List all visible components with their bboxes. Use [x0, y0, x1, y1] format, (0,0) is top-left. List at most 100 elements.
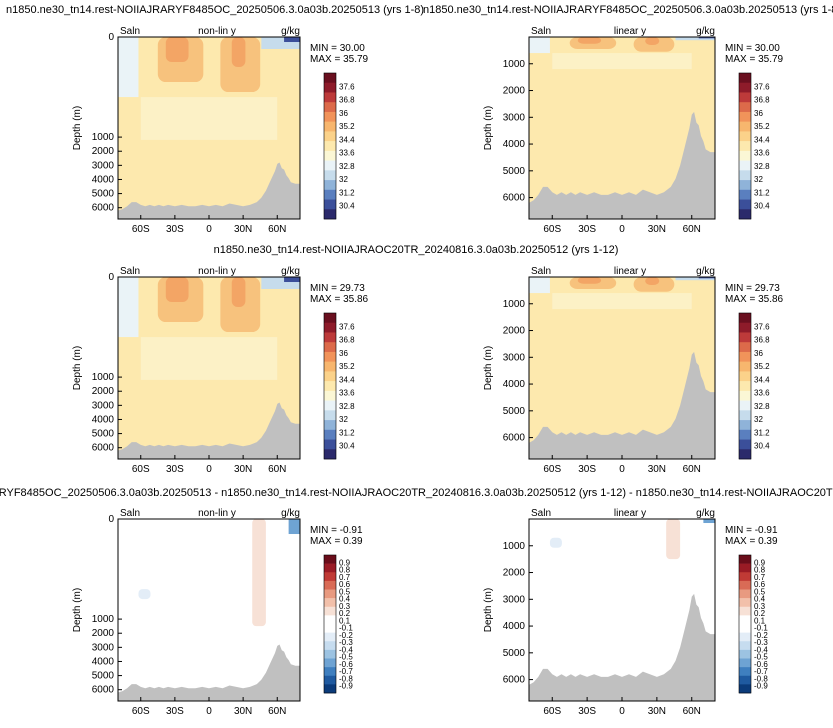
x-tick-label: 30N — [234, 706, 252, 717]
colorbar-label: 0.1 — [339, 616, 351, 625]
colorbar-cell — [324, 449, 336, 460]
colorbar-cell — [324, 589, 336, 599]
colorbar-cell — [324, 606, 336, 616]
colorbar-cell — [324, 632, 336, 642]
x-tick-label: 60N — [268, 224, 286, 235]
colorbar-label: 0.3 — [339, 602, 351, 611]
colorbar-cell — [324, 313, 336, 324]
colorbar-cell — [324, 121, 336, 132]
colorbar-label: 30.4 — [754, 442, 770, 451]
diff-positive — [666, 519, 681, 560]
colorbar-label: 36.8 — [754, 336, 770, 345]
y-tick-label: 6000 — [503, 675, 526, 686]
colorbar-cell — [739, 555, 751, 564]
colorbar-label: 0.9 — [339, 558, 351, 567]
y-tick-label: 2000 — [503, 86, 526, 97]
colorbar-cell — [739, 632, 751, 642]
colorbar-cell — [324, 170, 336, 181]
y-tick-label: 1000 — [92, 372, 115, 383]
colorbar-cell — [324, 624, 336, 633]
y-axis-label: Depth (m) — [72, 346, 83, 390]
colorbar-cell — [739, 667, 751, 677]
x-tick-label: 0 — [206, 464, 212, 475]
row1-title-right: n1850.ne30_tn14.rest-NOIIAJRARYF8485OC_2… — [423, 4, 833, 16]
field-p1 — [118, 37, 300, 219]
colorbar-label: -0.5 — [339, 653, 353, 662]
colorbar-cell — [324, 580, 336, 590]
colorbar-cell — [739, 563, 751, 573]
colorbar-label: -0.2 — [754, 631, 768, 640]
colorbar-cell — [739, 371, 751, 382]
colorbar-cell — [324, 209, 336, 220]
yscale-label: linear y — [614, 508, 646, 519]
colorbar-label: -0.7 — [339, 667, 353, 676]
row3-title: ARYF8485OC_20250506.3.0a03b.20250513 - n… — [0, 487, 833, 499]
y-tick-label: 6000 — [92, 685, 115, 696]
colorbar-label: -0.6 — [754, 660, 768, 669]
colorbar-label: 0.7 — [339, 573, 351, 582]
colorbar-cell — [324, 342, 336, 353]
colorbar-label: 36.8 — [339, 96, 355, 105]
y-tick-label: 6000 — [92, 203, 115, 214]
x-tick-label: 0 — [206, 224, 212, 235]
colorbar-cell — [739, 160, 751, 171]
colorbar-cell — [739, 410, 751, 421]
colorbar-label: -0.5 — [754, 653, 768, 662]
colorbar-cell — [739, 82, 751, 93]
colorbar-cell — [739, 580, 751, 590]
variable-label: Saln — [531, 26, 551, 37]
colorbar-cell — [739, 150, 751, 161]
colorbar-label: 0.1 — [754, 616, 766, 625]
y-tick-label: 4000 — [503, 379, 526, 390]
fresh-south — [529, 37, 550, 54]
colorbar-cell — [324, 400, 336, 411]
y-axis-label: Depth (m) — [72, 106, 83, 150]
colorbar-label: 0.8 — [754, 566, 766, 575]
colorbar-label: 30.4 — [754, 202, 770, 211]
y-tick-label: 1000 — [503, 541, 526, 552]
y-tick-label: 1000 — [503, 59, 526, 70]
colorbar-cell — [324, 361, 336, 372]
colorbar-label: 32 — [339, 415, 348, 424]
panel-p1: Saln non-lin y g/kg Depth (m) 0 1000 2000 3000 4… — [72, 26, 369, 235]
y-tick-label: 4000 — [503, 621, 526, 632]
x-tick-label: 60S — [132, 224, 150, 235]
field-p5 — [118, 519, 300, 701]
colorbar-cell — [324, 641, 336, 651]
x-tick-label: 0 — [206, 706, 212, 717]
colorbar-label: -0.8 — [339, 674, 353, 683]
colorbar-cell — [739, 111, 751, 122]
y-tick-label: 5000 — [92, 671, 115, 682]
colorbar-label: 32.8 — [339, 162, 355, 171]
x-tick-label: 0 — [619, 706, 625, 717]
x-tick-label: 30N — [234, 464, 252, 475]
y-axis-label: Depth (m) — [483, 588, 494, 632]
y-tick-label: 1000 — [503, 299, 526, 310]
colorbar-label: -0.1 — [339, 624, 353, 633]
salty-north-core — [645, 37, 660, 46]
colorbar-cell — [324, 572, 336, 582]
intermediate-water — [140, 337, 278, 380]
max-label: MAX = 35.86 — [310, 294, 369, 305]
colorbar-cell — [739, 641, 751, 651]
panel-p6: Saln linear y g/kg Depth (m) 1000 2000 3000 400… — [483, 508, 778, 717]
colorbar-cell — [324, 332, 336, 343]
land-mask — [529, 351, 715, 459]
colorbar-cell — [739, 649, 751, 659]
yscale-label: non-lin y — [198, 266, 236, 277]
x-tick-label: 60S — [132, 706, 150, 717]
colorbar-cell — [324, 381, 336, 392]
units-label: g/kg — [696, 266, 715, 277]
units-label: g/kg — [696, 26, 715, 37]
units-label: g/kg — [696, 508, 715, 519]
fresh-south — [118, 37, 139, 98]
colorbar-label: 34.4 — [339, 375, 355, 384]
colorbar-label: 32 — [754, 175, 763, 184]
colorbar-label: 35.2 — [754, 122, 770, 131]
colorbar-cell — [739, 390, 751, 401]
land-mask — [529, 111, 715, 219]
variable-label: Saln — [531, 266, 551, 277]
colorbar-label: 35.2 — [339, 122, 355, 131]
colorbar-label: 0.5 — [754, 587, 766, 596]
x-tick-label: 60N — [683, 224, 701, 235]
